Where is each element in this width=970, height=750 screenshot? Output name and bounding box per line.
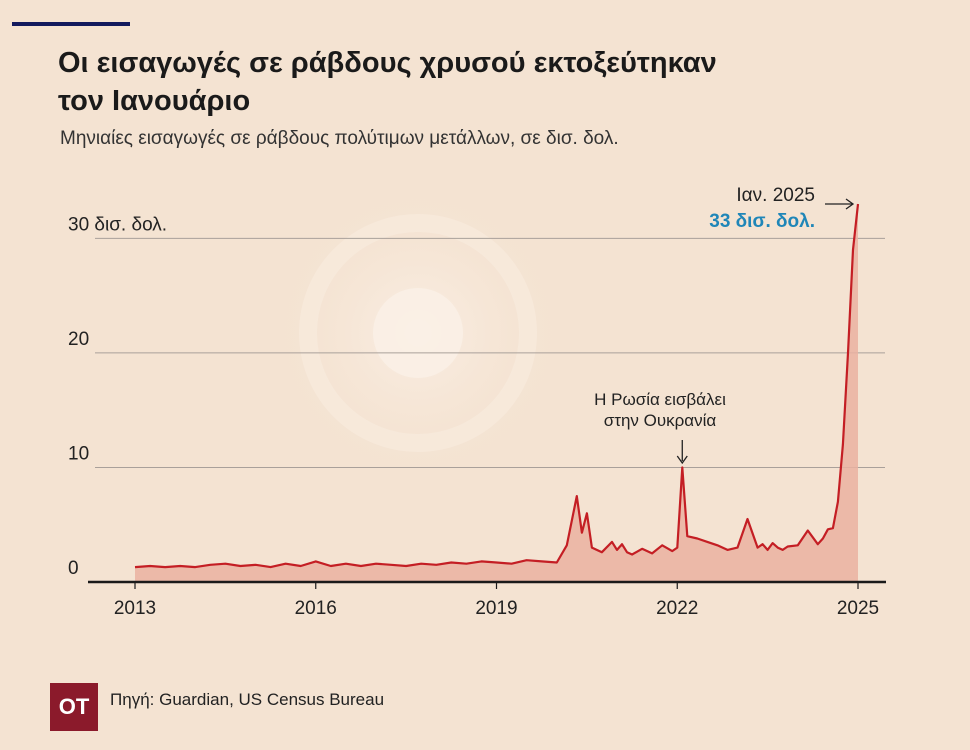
x-tick-label: 2016 <box>295 598 337 619</box>
background-ring <box>299 214 537 452</box>
chart-subtitle: Μηνιαίες εισαγωγές σε ράβδους πολύτιμων … <box>60 128 619 149</box>
y-tick-label: 30 δισ. δολ. <box>68 214 167 235</box>
annotation-invasion-text: Η Ρωσία εισβάλει <box>594 390 726 409</box>
series-line <box>134 203 860 569</box>
annotation-peak-arrowhead <box>845 198 855 210</box>
x-tick-label: 2025 <box>837 598 879 619</box>
ot-logo: OT <box>50 683 98 731</box>
y-tick-label: 10 <box>68 443 89 464</box>
x-tick-label: 2013 <box>114 598 156 619</box>
background-core <box>373 288 463 378</box>
x-tick-label: 2022 <box>656 598 698 619</box>
annotation-peak-date: Ιαν. 2025 <box>736 185 815 206</box>
source-note: Πηγή: Guardian, US Census Bureau <box>110 690 385 709</box>
annotation-peak-value: 33 δισ. δολ. <box>709 211 815 232</box>
annotation-invasion-arrowhead <box>676 455 688 465</box>
y-tick-label: 0 <box>68 558 79 579</box>
annotation-invasion-text: στην Ουκρανία <box>604 411 717 430</box>
chart-canvas: 0 10 20 30 δισ. δολ. 2013 2016 2019 2022 2025 Η … <box>68 173 886 619</box>
top-accent-rule <box>12 22 130 26</box>
y-tick-label: 20 <box>68 329 89 350</box>
chart-title: Οι εισαγωγές σε ράβδους χρυσού εκτοξεύτη… <box>58 47 717 117</box>
x-tick-label: 2019 <box>475 598 517 619</box>
